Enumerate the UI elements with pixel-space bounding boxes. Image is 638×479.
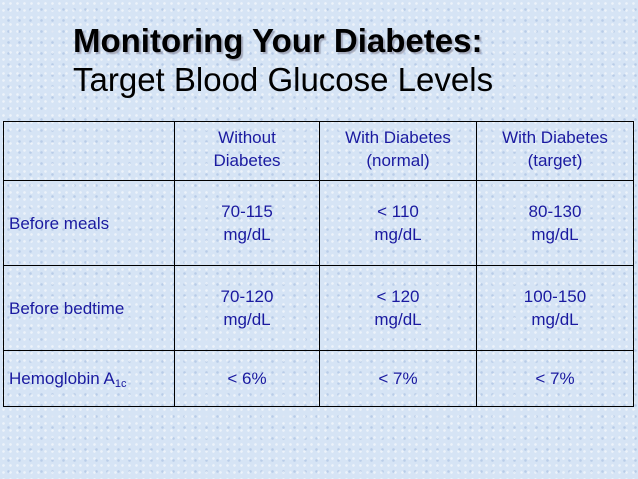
slide-title: Monitoring Your Diabetes: bbox=[73, 22, 483, 59]
table-header-row: Without Diabetes With Diabetes (normal) … bbox=[3, 121, 634, 181]
row-label: Hemoglobin A1c bbox=[3, 350, 175, 407]
header-cell-with-diabetes-target: With Diabetes (target) bbox=[476, 121, 634, 181]
header-cell-empty bbox=[3, 121, 175, 181]
glucose-targets-table: Without Diabetes With Diabetes (normal) … bbox=[3, 121, 634, 407]
table-cell: < 7% bbox=[476, 350, 634, 407]
header-cell-with-diabetes-normal: With Diabetes (normal) bbox=[319, 121, 477, 181]
row-label: Before bedtime bbox=[3, 265, 175, 351]
table-row: Before bedtime 70-120 mg/dL < 120 mg/dL … bbox=[3, 265, 634, 351]
slide-title-block: Monitoring Your Diabetes: Target Blood G… bbox=[73, 22, 493, 100]
table-cell: 70-120 mg/dL bbox=[174, 265, 320, 351]
row-label: Before meals bbox=[3, 180, 175, 266]
header-cell-without-diabetes: Without Diabetes bbox=[174, 121, 320, 181]
table-cell: 100-150 mg/dL bbox=[476, 265, 634, 351]
table-cell: < 6% bbox=[174, 350, 320, 407]
table-row: Hemoglobin A1c < 6% < 7% < 7% bbox=[3, 350, 634, 407]
table-cell: 70-115 mg/dL bbox=[174, 180, 320, 266]
table-cell: < 110 mg/dL bbox=[319, 180, 477, 266]
table-cell: 80-130 mg/dL bbox=[476, 180, 634, 266]
table-cell: < 120 mg/dL bbox=[319, 265, 477, 351]
table-row: Before meals 70-115 mg/dL < 110 mg/dL 80… bbox=[3, 180, 634, 266]
slide-subtitle: Target Blood Glucose Levels bbox=[73, 61, 494, 98]
table-cell: < 7% bbox=[319, 350, 477, 407]
